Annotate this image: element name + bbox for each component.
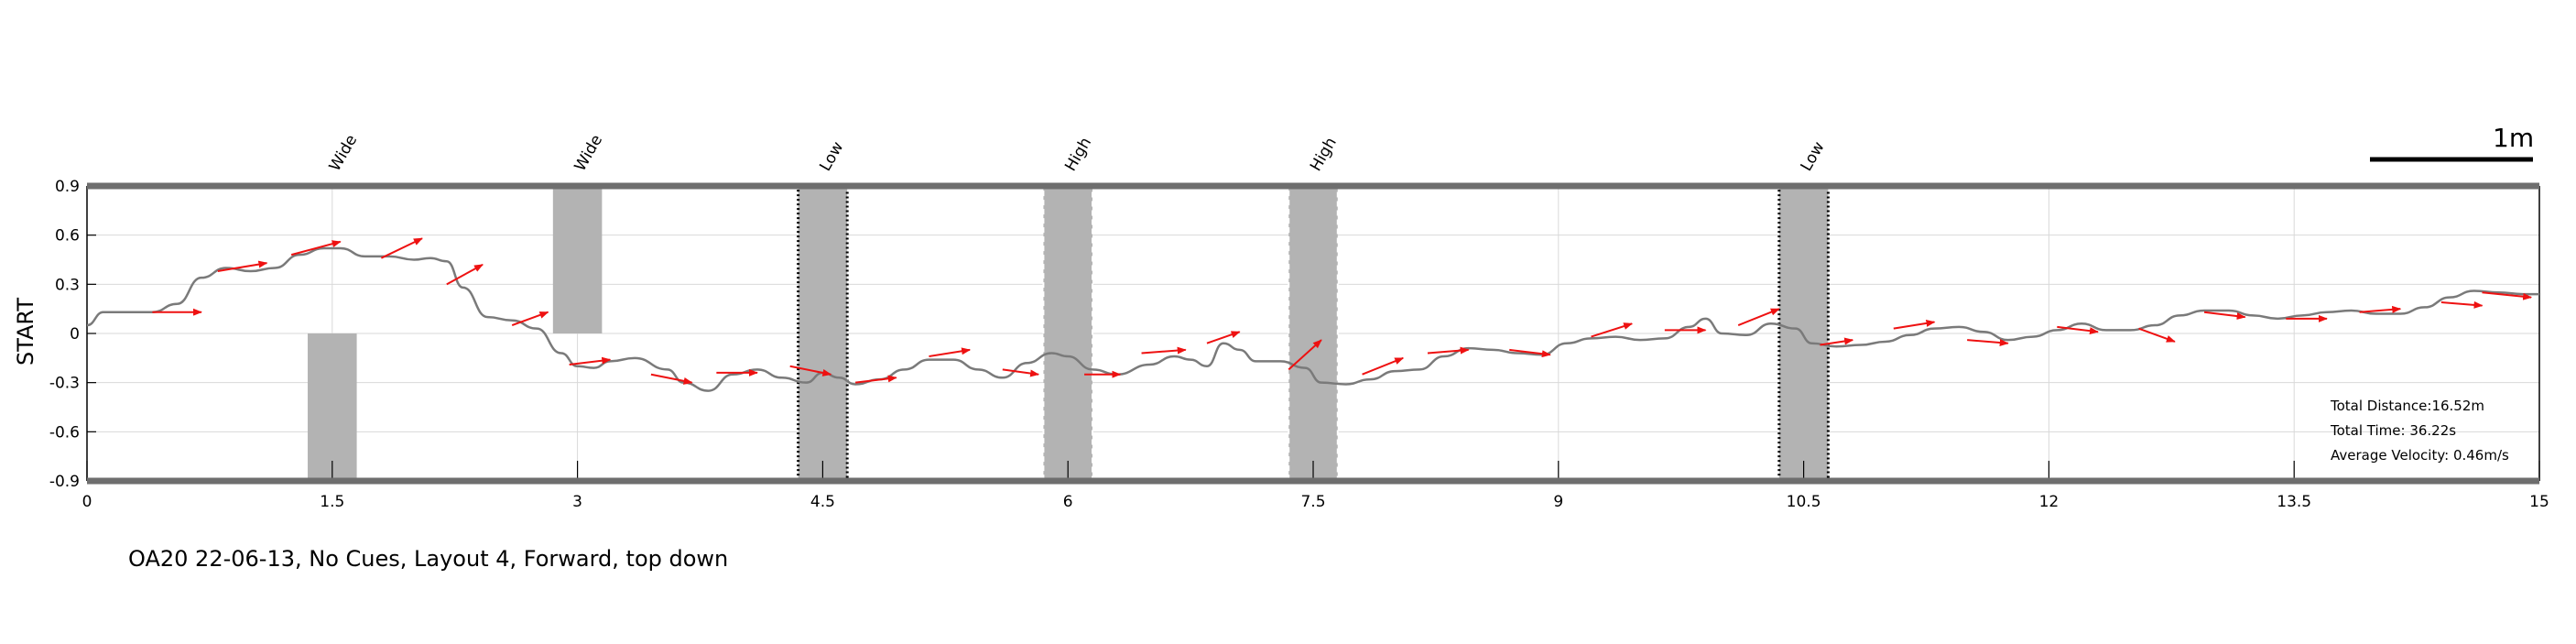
- obstacle-label: Low: [816, 138, 847, 174]
- x-tick-label: 13.5: [2277, 493, 2311, 511]
- trajectory-line: [86, 246, 2539, 392]
- velocity-arrow: [1141, 346, 1187, 355]
- axes: 0 1.5 3 4.5 6 7.5 9 10.5 12 13.5 15 0.9 0.6 0.3 0 -0.3 -…: [49, 178, 2549, 511]
- average-velocity: Average Velocity: 0.46m/s: [2331, 447, 2509, 464]
- velocity-arrow: [511, 311, 549, 326]
- obstacle-label: High: [1061, 135, 1095, 175]
- y-tick-label: 0: [70, 325, 80, 344]
- scale-bar-label: 1m: [2493, 123, 2534, 153]
- y-tick-label: -0.6: [49, 423, 80, 442]
- velocity-arrow: [1591, 322, 1634, 338]
- x-tick-label: 1.5: [320, 493, 344, 511]
- velocity-arrow: [2203, 311, 2246, 321]
- velocity-arrow: [569, 356, 612, 366]
- total-time: Total Time: 36.22s: [2330, 422, 2456, 439]
- y-tick-label: 0.6: [55, 227, 80, 246]
- velocity-arrow: [380, 237, 423, 259]
- figure-caption: OA20 22-06-13, No Cues, Layout 4, Forwar…: [128, 546, 729, 572]
- velocity-arrow: [1509, 348, 1551, 358]
- velocity-arrow: [650, 373, 693, 385]
- x-tick-label: 15: [2529, 493, 2549, 511]
- velocity-arrow: [2440, 300, 2484, 309]
- obstacle-label: Wide: [571, 132, 607, 175]
- y-tick-label: 0.3: [55, 276, 80, 294]
- obstacle-3: [797, 184, 849, 483]
- obstacles: [308, 184, 1830, 483]
- obstacle-label: Low: [1798, 138, 1829, 174]
- velocity-arrow: [2057, 325, 2099, 335]
- velocity-arrow: [1893, 319, 1936, 330]
- velocity-arrow: [1002, 368, 1040, 377]
- velocity-arrow: [2482, 291, 2533, 300]
- obstacle-5: [1288, 185, 1339, 482]
- trajectory: [86, 246, 2539, 392]
- velocity-arrow: [1737, 308, 1780, 326]
- velocity-arrow: [446, 263, 484, 286]
- y-tick-label: -0.9: [49, 473, 80, 491]
- velocity-arrow: [2138, 327, 2176, 343]
- velocity-arrow: [1967, 339, 2009, 347]
- velocity-arrow: [854, 375, 897, 384]
- velocity-arrow: [217, 260, 268, 273]
- obstacle-1: [308, 333, 357, 481]
- x-tick-label: 0: [82, 493, 92, 511]
- velocity-arrow: [789, 365, 832, 377]
- x-tick-label: 3: [572, 493, 582, 511]
- y-axis-label: START: [13, 298, 38, 366]
- velocity-arrow: [929, 347, 972, 358]
- x-tick-label: 12: [2039, 493, 2060, 511]
- total-distance: Total Distance:16.52m: [2330, 398, 2484, 414]
- scale-bar: 1m: [2370, 123, 2534, 162]
- labels: Wide Wide Low High High Low: [326, 132, 1829, 175]
- velocity-arrow: [2359, 305, 2402, 313]
- velocity-arrows: [152, 237, 2533, 385]
- x-tick-label: 7.5: [1300, 493, 1325, 511]
- x-tick-label: 9: [1553, 493, 1563, 511]
- velocity-arrow: [1820, 337, 1854, 346]
- velocity-arrow: [1206, 331, 1241, 344]
- obstacle-6: [1777, 184, 1830, 483]
- velocity-arrow: [1288, 339, 1322, 371]
- stats-box: Total Distance:16.52m Total Time: 36.22s…: [2330, 398, 2509, 464]
- x-tick-label: 4.5: [810, 493, 835, 511]
- obstacle-4: [1042, 185, 1093, 482]
- velocity-arrow: [1362, 356, 1405, 376]
- obstacle-2: [552, 186, 603, 333]
- y-tick-label: -0.3: [49, 375, 80, 393]
- x-tick-label: 6: [1063, 493, 1073, 511]
- obstacle-label: High: [1307, 135, 1341, 175]
- velocity-arrow: [1427, 346, 1470, 355]
- y-tick-label: 0.9: [55, 178, 80, 196]
- velocity-arrow: [290, 240, 342, 257]
- obstacle-label: Wide: [326, 132, 362, 175]
- x-tick-label: 10.5: [1787, 493, 1821, 511]
